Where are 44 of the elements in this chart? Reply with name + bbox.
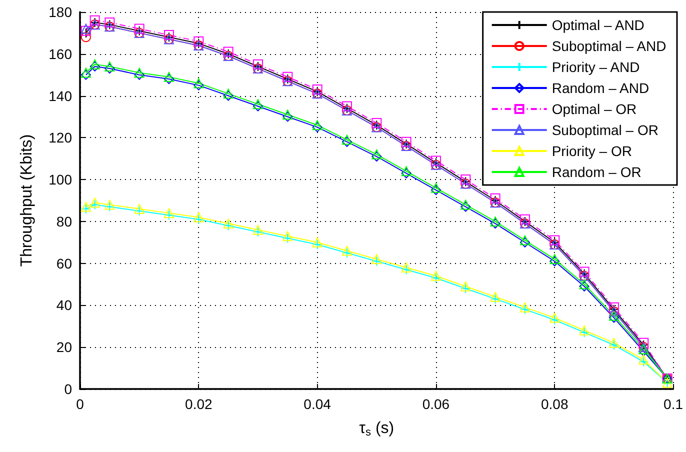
point <box>80 32 91 42</box>
y-tick-label: 20 <box>56 339 72 356</box>
y-tick-label: 100 <box>48 172 72 188</box>
y-axis-title: Throughput (Kbits) <box>18 134 36 267</box>
point <box>430 182 441 193</box>
point <box>104 17 115 28</box>
legend-label: Suboptimal – OR <box>552 122 658 138</box>
legend-label: Random – AND <box>552 80 650 96</box>
point <box>282 72 293 82</box>
point <box>490 196 500 206</box>
y-tick-label: 120 <box>48 130 72 146</box>
point <box>164 74 174 84</box>
point <box>164 72 174 82</box>
point <box>608 338 619 348</box>
legend-label: Priority – AND <box>552 59 640 75</box>
legend-label: Suboptimal – AND <box>552 38 666 54</box>
point <box>430 185 441 196</box>
x-tick-label: 0.08 <box>540 396 568 412</box>
y-tick-label: 60 <box>56 255 72 272</box>
legend-label: Priority – OR <box>552 143 632 159</box>
x-tick-label: 0.1 <box>664 396 684 412</box>
point <box>312 84 322 94</box>
y-tick-label: 40 <box>56 297 72 314</box>
x-tick-label: 0 <box>76 396 84 412</box>
point <box>490 218 500 229</box>
point <box>490 193 500 204</box>
legend-label: Optimal – OR <box>552 101 637 117</box>
y-tick-label: 180 <box>48 4 72 20</box>
legend-label: Random – OR <box>552 164 642 180</box>
legend-label: Optimal – AND <box>552 17 644 33</box>
y-tick-label: 140 <box>48 88 72 104</box>
point <box>608 340 619 350</box>
point <box>104 61 115 72</box>
point <box>104 64 115 74</box>
point <box>638 338 649 348</box>
point <box>490 216 500 226</box>
x-tick-label: 0.02 <box>185 396 212 412</box>
point <box>372 149 382 160</box>
y-tick-label: 0 <box>64 381 72 397</box>
y-tick-label: 160 <box>48 46 72 62</box>
point <box>372 152 382 162</box>
y-tick-label: 80 <box>56 213 72 230</box>
x-tick-label: 0.04 <box>304 396 332 412</box>
x-tick-label: 0.06 <box>422 396 450 412</box>
